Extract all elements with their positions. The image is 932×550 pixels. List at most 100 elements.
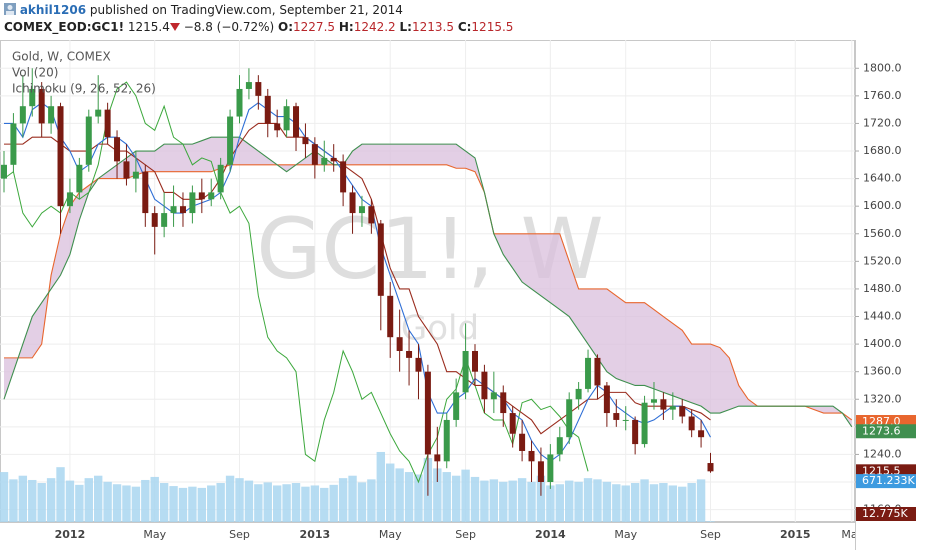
down-arrow: [169, 23, 180, 31]
y-tick-label: 1640.0: [863, 172, 902, 185]
volume-bar: [84, 478, 93, 522]
candle-body: [264, 95, 271, 124]
candle-body: [236, 88, 243, 117]
volume-bar: [470, 476, 480, 522]
volume-bar: [404, 472, 414, 522]
y-tick-label: 1360.0: [863, 365, 902, 378]
candle-body: [66, 192, 73, 207]
volume-bar: [94, 475, 103, 522]
candle-body: [603, 385, 610, 414]
candle-body: [688, 416, 695, 431]
candle-body: [358, 206, 365, 214]
candle-body: [500, 392, 507, 414]
candle-body: [104, 109, 111, 138]
user-name[interactable]: akhil1206: [19, 3, 87, 17]
volume-bar: [442, 472, 451, 522]
candle-body: [1, 164, 7, 179]
axis-value-label: 1273.6: [862, 424, 901, 437]
candle-body: [330, 157, 337, 162]
volume-bar: [649, 484, 659, 522]
candle-body: [424, 371, 431, 455]
candle-body: [10, 123, 17, 165]
x-tick-label: Mar: [841, 528, 862, 541]
y-tick-label: 1600.0: [863, 199, 902, 212]
candle-body: [170, 206, 177, 214]
candle-body: [29, 88, 36, 107]
volume-bar: [216, 483, 225, 522]
candle-body: [179, 206, 186, 214]
candle-body: [114, 137, 121, 162]
candle-body: [38, 88, 45, 124]
candle-body: [698, 430, 705, 438]
volume-bar: [28, 479, 37, 522]
volume-bar: [376, 451, 385, 522]
volume-bar: [357, 482, 367, 522]
volume-bar: [565, 480, 574, 522]
volume-bar: [499, 481, 508, 522]
volume-bar: [272, 485, 282, 522]
volume-bar: [461, 469, 470, 522]
change: −8.8 (−0.72%): [183, 20, 275, 34]
volume-bar: [395, 468, 404, 522]
legend-entry: Gold, W, COMEX: [12, 50, 111, 64]
candle-body: [622, 419, 629, 421]
candle-body: [434, 454, 441, 462]
quote-line: COMEX_EOD:GC1! 1215.4 −8.8 (−0.72%) O:12…: [4, 20, 513, 34]
candle-body: [669, 406, 676, 410]
candle-body: [85, 116, 92, 165]
volume-bar: [75, 484, 84, 522]
candle-body: [377, 223, 384, 296]
axis-value-box: [856, 424, 916, 439]
low-key: L:: [399, 20, 412, 34]
candle-body: [311, 144, 318, 165]
open-value: 1227.5: [293, 20, 336, 34]
volume-bar: [536, 475, 546, 522]
volume-bar: [329, 484, 338, 522]
candle-body: [415, 357, 422, 372]
candle-body: [387, 295, 394, 338]
candle-body: [151, 213, 158, 227]
close-key: C:: [457, 20, 472, 34]
y-tick-label: 1400.0: [863, 337, 902, 350]
candle-body: [462, 350, 469, 393]
volume-bar: [593, 479, 602, 522]
y-tick-label: 1320.0: [863, 392, 902, 405]
x-tick-label: 2015: [780, 528, 811, 541]
lagging-line: [3, 81, 589, 484]
ichimoku-cloud: [4, 137, 852, 427]
y-tick-label: 1760.0: [863, 89, 902, 102]
candle-body: [575, 388, 582, 400]
volume-bar: [197, 487, 207, 522]
candle-body: [537, 461, 544, 483]
x-tick-label: May: [614, 528, 637, 541]
low-value: 1213.5: [411, 20, 454, 34]
volume-bar: [668, 485, 678, 522]
candle-body: [76, 164, 83, 193]
volume-bar: [150, 476, 159, 522]
volume-bar: [338, 478, 348, 522]
volume-bar: [480, 480, 489, 522]
volume-bar: [678, 486, 687, 522]
high-value: 1242.2: [353, 20, 396, 34]
x-tick-label: 2012: [55, 528, 86, 541]
volume-bar: [0, 472, 9, 522]
volume-bar: [207, 485, 216, 522]
candle-body: [189, 192, 196, 214]
volume-bar: [546, 485, 555, 522]
candle-body: [453, 392, 460, 420]
candle-body: [490, 392, 497, 400]
candle-body: [481, 371, 488, 400]
x-tick-label: May: [143, 528, 166, 541]
axis-value-label: 671.233K: [862, 474, 915, 487]
published: published on TradingView.com, September …: [89, 3, 403, 17]
candle-body: [321, 157, 328, 165]
volume-bar: [602, 481, 612, 522]
volume-bar: [348, 475, 357, 522]
axis-value-box: [856, 507, 916, 521]
candle-body: [123, 161, 130, 179]
volume-bar: [386, 463, 395, 522]
y-tick-label: 1240.0: [863, 447, 902, 460]
candle-body: [302, 137, 309, 145]
symbol: COMEX_EOD:GC1!: [4, 20, 125, 34]
